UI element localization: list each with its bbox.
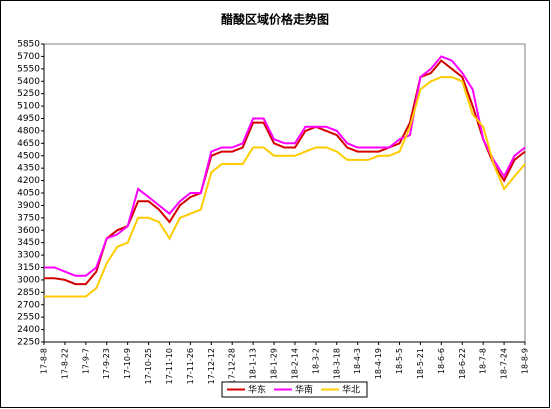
y-tick-label: 3150 xyxy=(17,263,40,273)
x-tick-label: 18-2-14 xyxy=(290,348,299,379)
x-tick-label: 17-8-22 xyxy=(60,348,69,379)
y-tick-label: 4050 xyxy=(17,189,40,199)
y-tick-label: 4500 xyxy=(17,151,40,161)
y-tick-label: 4650 xyxy=(17,139,40,149)
y-tick-label: 4950 xyxy=(17,114,40,124)
y-tick-label: 3900 xyxy=(17,201,40,211)
y-tick-label: 4350 xyxy=(17,164,40,174)
y-tick-label: 3000 xyxy=(17,275,40,285)
y-tick-label: 5700 xyxy=(17,52,40,62)
y-tick-label: 3750 xyxy=(17,213,40,223)
y-tick-label: 2700 xyxy=(17,300,40,310)
x-tick-label: 17-11-26 xyxy=(186,348,195,384)
x-tick-label: 17-9-7 xyxy=(81,348,90,374)
y-tick-label: 5100 xyxy=(17,102,40,112)
x-tick-label: 18-4-3 xyxy=(353,348,362,374)
plot-area xyxy=(43,43,526,343)
legend-box xyxy=(221,381,368,398)
x-tick-label: 17-12-12 xyxy=(207,348,216,384)
x-tick-label: 17-10-9 xyxy=(123,348,132,379)
x-tick-label: 18-6-6 xyxy=(437,348,446,374)
y-tick-label: 5250 xyxy=(17,89,40,99)
series-line xyxy=(44,55,526,277)
x-tick-label: 17-10-25 xyxy=(144,348,153,384)
y-tick-label: 3450 xyxy=(17,238,40,248)
legend-label: 华北 xyxy=(342,384,360,396)
y-tick-label: 2850 xyxy=(17,288,40,298)
series-line xyxy=(44,59,526,286)
chart-title: 醋酸区域价格走势图 xyxy=(221,12,329,27)
x-tick-label: 17-9-23 xyxy=(102,348,111,379)
x-tick-label: 18-4-19 xyxy=(374,348,383,379)
legend-label: 华南 xyxy=(295,384,313,396)
x-tick-label: 18-1-13 xyxy=(249,348,258,379)
x-tick-label: 18-1-29 xyxy=(270,348,279,379)
y-tick-label: 2400 xyxy=(17,325,40,335)
x-tick-label: 17-12-28 xyxy=(228,348,237,384)
legend-label: 华东 xyxy=(248,384,266,396)
y-tick-label: 4800 xyxy=(17,126,40,136)
y-tick-label: 5550 xyxy=(17,64,40,74)
y-tick-label: 5850 xyxy=(17,40,40,50)
x-tick-label: 18-7-24 xyxy=(500,348,509,379)
x-tick-label: 18-5-5 xyxy=(395,348,404,374)
x-tick-label: 18-7-8 xyxy=(479,348,488,374)
y-tick-label: 3600 xyxy=(17,226,40,236)
y-tick-label: 5400 xyxy=(17,77,40,87)
x-tick-label: 18-5-21 xyxy=(416,348,425,379)
y-tick-label: 2250 xyxy=(17,338,40,348)
y-tick-label: 4200 xyxy=(17,176,40,186)
x-tick-label: 18-6-22 xyxy=(458,348,467,379)
x-tick-label: 18-3-18 xyxy=(332,348,341,379)
series-line xyxy=(44,76,526,298)
x-tick-label: 17-11-10 xyxy=(165,348,174,384)
y-tick-label: 2550 xyxy=(17,313,40,323)
x-tick-label: 17-8-8 xyxy=(40,348,49,374)
y-tick-label: 3300 xyxy=(17,251,40,261)
x-tick-label: 18-3-2 xyxy=(311,348,320,374)
x-tick-label: 18-8-9 xyxy=(521,348,530,374)
